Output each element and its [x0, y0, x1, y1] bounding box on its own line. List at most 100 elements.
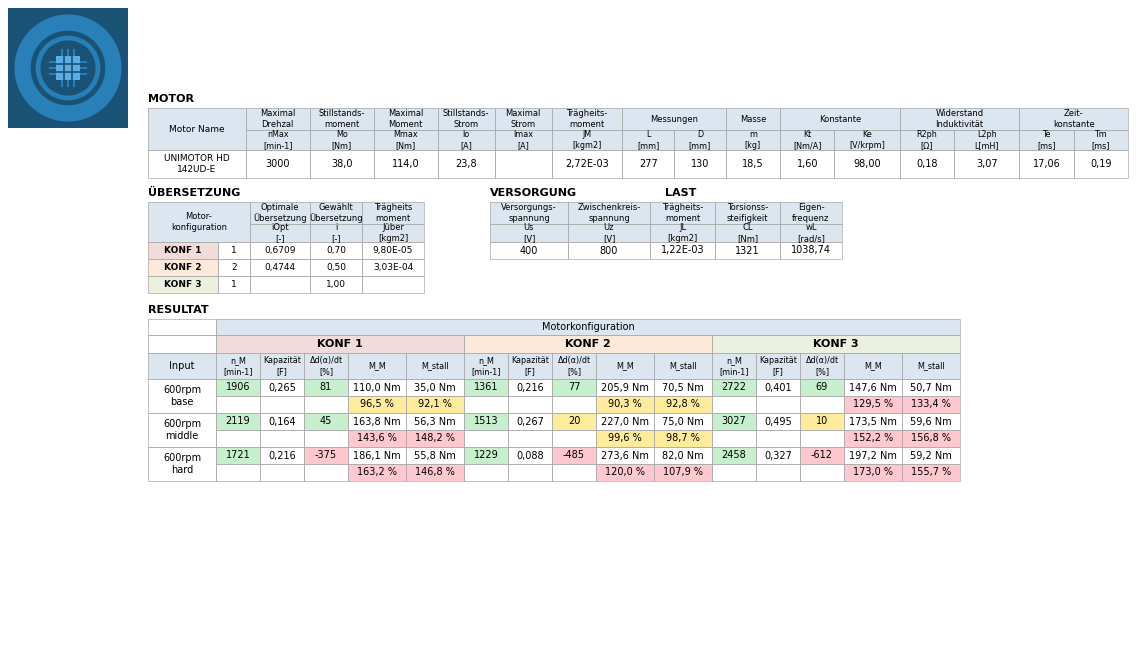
Text: 69: 69	[816, 383, 828, 393]
Bar	[250, 224, 310, 242]
Bar	[490, 202, 568, 224]
Text: 155,7 %: 155,7 %	[911, 468, 951, 478]
Text: 3,03E-04: 3,03E-04	[373, 263, 413, 272]
Text: 59,2 Nm: 59,2 Nm	[910, 450, 952, 460]
Text: 75,0 Nm: 75,0 Nm	[662, 417, 703, 426]
Text: 205,9 Nm: 205,9 Nm	[601, 383, 649, 393]
Bar	[800, 379, 844, 396]
Bar	[844, 430, 902, 447]
Text: KONF 1: KONF 1	[164, 246, 202, 255]
Bar	[250, 242, 310, 259]
Text: M_stall: M_stall	[669, 361, 697, 371]
Text: 2722: 2722	[722, 383, 747, 393]
Text: 0,401: 0,401	[764, 383, 792, 393]
Bar	[756, 447, 800, 464]
Bar	[348, 464, 406, 481]
Bar	[73, 49, 75, 56]
Bar	[1019, 108, 1127, 130]
Bar	[310, 276, 363, 293]
Bar	[756, 353, 800, 379]
Bar	[902, 379, 960, 396]
Bar	[596, 447, 654, 464]
Bar	[363, 224, 424, 242]
Bar	[250, 242, 310, 259]
Bar	[552, 379, 596, 396]
Bar	[310, 224, 363, 242]
Bar	[756, 353, 800, 379]
Bar	[834, 150, 899, 178]
Text: KONF 2: KONF 2	[164, 263, 202, 272]
Bar	[495, 150, 552, 178]
Bar	[304, 413, 348, 430]
Text: -612: -612	[811, 450, 833, 460]
Text: Ke
[V/krpm]: Ke [V/krpm]	[849, 130, 885, 150]
Bar	[260, 464, 304, 481]
Text: M_M: M_M	[616, 361, 634, 371]
Bar	[844, 353, 902, 379]
Text: 45: 45	[320, 417, 332, 426]
Bar	[552, 130, 622, 150]
Text: Gewählt
Übersetzung: Gewählt Übersetzung	[309, 203, 363, 223]
Text: 0,495: 0,495	[764, 417, 792, 426]
Text: Kapazität
[F]: Kapazität [F]	[759, 356, 797, 375]
Bar	[260, 353, 304, 379]
Bar	[310, 242, 363, 259]
Bar	[310, 130, 374, 150]
Text: Tm
[ms]: Tm [ms]	[1092, 130, 1110, 150]
Bar	[310, 259, 363, 276]
Bar	[406, 447, 464, 464]
Text: 146,8 %: 146,8 %	[415, 468, 455, 478]
Bar	[148, 447, 215, 481]
Bar	[902, 353, 960, 379]
Text: Masse: Masse	[740, 114, 766, 124]
Text: M_stall: M_stall	[421, 361, 449, 371]
Bar	[363, 276, 424, 293]
Bar	[215, 353, 260, 379]
Bar	[899, 108, 1019, 130]
Bar	[844, 396, 902, 413]
Bar	[552, 447, 596, 464]
Bar	[348, 464, 406, 481]
Bar	[260, 396, 304, 413]
Text: LAST: LAST	[665, 188, 697, 198]
Bar	[654, 379, 712, 396]
Bar	[246, 108, 310, 130]
Bar	[780, 242, 842, 259]
Bar	[902, 464, 960, 481]
Bar	[800, 353, 844, 379]
Text: 800: 800	[600, 246, 618, 255]
Text: 9,80E-05: 9,80E-05	[373, 246, 413, 255]
Bar	[800, 396, 844, 413]
Text: JM
[kgm2]: JM [kgm2]	[572, 130, 602, 150]
Text: D
[mm]: D [mm]	[689, 130, 711, 150]
Bar	[596, 413, 654, 430]
Bar	[902, 447, 960, 464]
Bar	[844, 430, 902, 447]
Bar	[246, 108, 310, 130]
Bar	[650, 202, 715, 224]
Bar	[756, 464, 800, 481]
Bar	[348, 430, 406, 447]
Bar	[215, 464, 260, 481]
Bar	[756, 379, 800, 396]
Text: Mmax
[Nm]: Mmax [Nm]	[393, 130, 418, 150]
Bar	[363, 259, 424, 276]
Text: Io
[A]: Io [A]	[461, 130, 472, 150]
Bar	[1019, 150, 1074, 178]
Bar	[844, 379, 902, 396]
Bar	[712, 413, 756, 430]
Text: RESULTAT: RESULTAT	[148, 305, 209, 315]
Bar	[780, 224, 842, 242]
Bar	[67, 80, 70, 87]
Text: 1,00: 1,00	[326, 280, 347, 289]
Bar	[800, 396, 844, 413]
Bar	[148, 319, 215, 335]
Bar	[438, 150, 495, 178]
Text: 130: 130	[691, 159, 709, 169]
Bar	[148, 353, 215, 379]
Bar	[902, 464, 960, 481]
Bar	[552, 150, 622, 178]
Bar	[508, 413, 552, 430]
Bar	[250, 276, 310, 293]
Bar	[348, 379, 406, 396]
